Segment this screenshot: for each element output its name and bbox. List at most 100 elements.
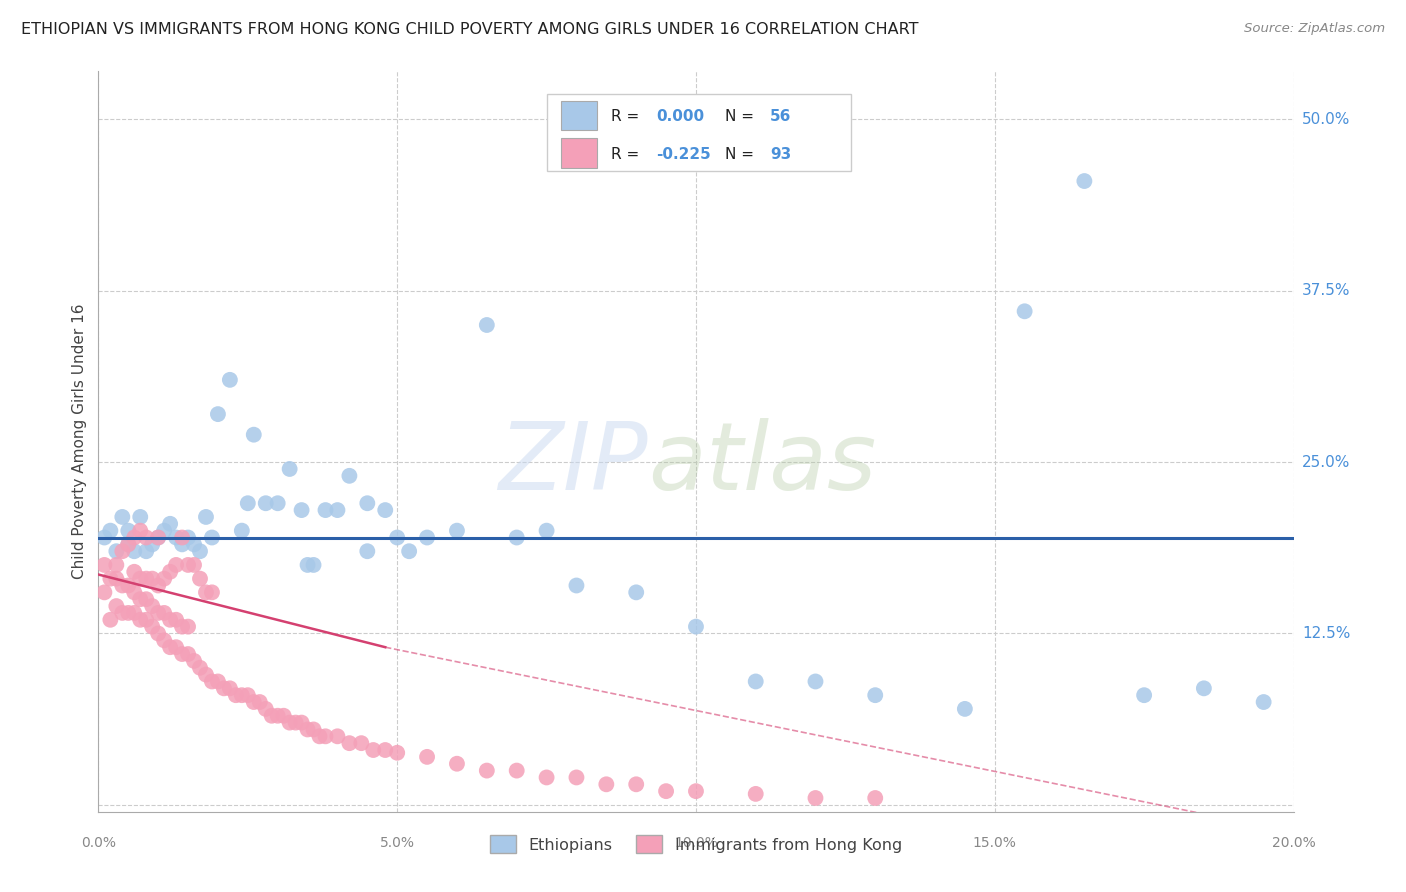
Point xyxy=(243,427,266,442)
Point xyxy=(117,578,139,592)
Point xyxy=(363,743,385,757)
Text: -0.225: -0.225 xyxy=(657,146,711,161)
Point xyxy=(278,462,301,476)
Point xyxy=(326,503,349,517)
Point xyxy=(195,585,218,599)
Point xyxy=(188,661,211,675)
Point xyxy=(105,572,128,586)
FancyBboxPatch shape xyxy=(561,101,596,130)
Point xyxy=(356,496,378,510)
Text: 12.5%: 12.5% xyxy=(1302,626,1350,641)
Point xyxy=(297,723,319,737)
Point xyxy=(254,702,277,716)
Point xyxy=(148,531,170,545)
Point xyxy=(165,640,187,655)
Point xyxy=(141,620,163,634)
Point xyxy=(236,688,259,702)
Text: R =: R = xyxy=(612,146,644,161)
Point xyxy=(177,531,200,545)
Point xyxy=(105,544,128,558)
Text: N =: N = xyxy=(724,146,758,161)
Point xyxy=(506,531,529,545)
Point xyxy=(626,585,648,599)
Point xyxy=(350,736,373,750)
Point xyxy=(183,537,205,551)
Point xyxy=(165,558,187,572)
Point xyxy=(267,496,290,510)
Point xyxy=(356,544,378,558)
Point xyxy=(1133,688,1156,702)
Point xyxy=(655,784,678,798)
Point xyxy=(141,572,163,586)
Point xyxy=(172,620,194,634)
Point xyxy=(129,572,152,586)
Legend: Ethiopians, Immigrants from Hong Kong: Ethiopians, Immigrants from Hong Kong xyxy=(484,829,908,859)
Point xyxy=(302,558,325,572)
Point xyxy=(953,702,976,716)
Point xyxy=(1014,304,1036,318)
Point xyxy=(117,524,139,538)
Point xyxy=(595,777,617,791)
Point xyxy=(297,558,319,572)
Point xyxy=(111,544,134,558)
Text: 25.0%: 25.0% xyxy=(1302,455,1350,469)
Point xyxy=(124,531,146,545)
Point xyxy=(153,572,176,586)
Text: R =: R = xyxy=(612,110,644,124)
Text: 20.0%: 20.0% xyxy=(1271,837,1316,850)
Text: 10.0%: 10.0% xyxy=(673,837,718,850)
Point xyxy=(124,565,146,579)
Point xyxy=(98,613,122,627)
Point xyxy=(231,688,253,702)
Point xyxy=(326,729,349,743)
Point xyxy=(201,585,224,599)
Point xyxy=(236,496,259,510)
Point xyxy=(141,599,163,613)
Point xyxy=(148,626,170,640)
Text: ETHIOPIAN VS IMMIGRANTS FROM HONG KONG CHILD POVERTY AMONG GIRLS UNDER 16 CORREL: ETHIOPIAN VS IMMIGRANTS FROM HONG KONG C… xyxy=(21,22,918,37)
Point xyxy=(536,524,558,538)
Point xyxy=(135,531,157,545)
Point xyxy=(111,606,134,620)
Text: 93: 93 xyxy=(770,146,792,161)
Point xyxy=(201,674,224,689)
Point xyxy=(374,503,396,517)
Point xyxy=(219,681,242,696)
Point xyxy=(315,503,337,517)
Point xyxy=(315,729,337,743)
Point xyxy=(105,558,128,572)
Point xyxy=(385,746,409,760)
Point xyxy=(565,578,588,592)
Point xyxy=(117,537,139,551)
Point xyxy=(105,599,128,613)
Point xyxy=(124,585,146,599)
Point xyxy=(231,524,253,538)
Point xyxy=(446,524,468,538)
Point xyxy=(207,674,229,689)
Point xyxy=(148,578,170,592)
Point xyxy=(111,578,134,592)
Point xyxy=(111,510,134,524)
Point xyxy=(302,723,325,737)
Point xyxy=(416,531,439,545)
Point xyxy=(1192,681,1215,696)
Y-axis label: Child Poverty Among Girls Under 16: Child Poverty Among Girls Under 16 xyxy=(72,304,87,579)
Point xyxy=(243,695,266,709)
Point xyxy=(339,468,361,483)
Point xyxy=(201,531,224,545)
Point xyxy=(745,674,768,689)
Point xyxy=(177,647,200,661)
Point xyxy=(865,688,887,702)
Point xyxy=(129,510,152,524)
Point xyxy=(188,544,211,558)
Text: atlas: atlas xyxy=(648,418,876,509)
Point xyxy=(1073,174,1095,188)
Point xyxy=(172,531,194,545)
Point xyxy=(291,715,314,730)
Point xyxy=(159,516,181,531)
Point xyxy=(475,764,498,778)
Text: 56: 56 xyxy=(770,110,792,124)
Point xyxy=(416,750,439,764)
Point xyxy=(385,531,409,545)
Point xyxy=(291,503,314,517)
